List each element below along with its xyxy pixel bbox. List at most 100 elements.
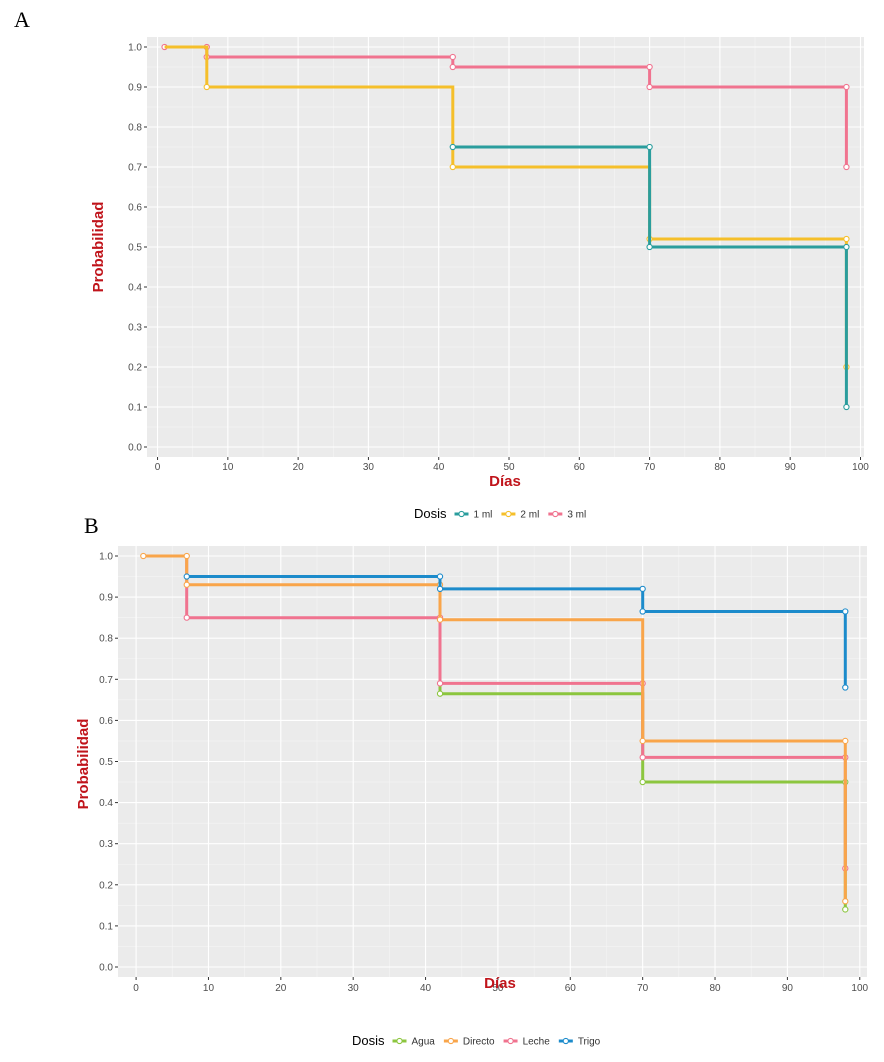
y-axis-title: Probabilidad: [90, 202, 107, 293]
y-axis-title: Probabilidad: [75, 719, 92, 810]
censor-marker-leche: [183, 614, 190, 621]
legend-label-2-ml: 2 ml: [520, 510, 539, 521]
censor-marker-3-ml: [843, 163, 850, 171]
x-tick-label: 80: [714, 462, 726, 473]
y-tick-label: 0.2: [128, 363, 142, 374]
legend-key-marker-trigo: [562, 1037, 569, 1045]
censor-marker-2-ml: [449, 163, 456, 171]
legend-key-marker-2-ml: [505, 510, 512, 518]
legend-key-marker-1-ml: [458, 510, 465, 518]
y-tick-label: 0.1: [128, 403, 142, 414]
censor-marker-trigo: [436, 585, 444, 593]
censor-marker-leche: [436, 680, 444, 687]
y-tick-label: 0.6: [99, 716, 113, 727]
y-tick-label: 0.8: [99, 634, 113, 645]
x-tick-label: 30: [363, 462, 375, 473]
censor-marker-trigo: [842, 684, 849, 691]
x-tick-label: 40: [433, 462, 445, 473]
y-tick-label: 0.4: [99, 798, 113, 809]
y-tick-label: 0.3: [99, 839, 113, 850]
series-line-leche: [185, 556, 847, 869]
x-tick-label: 70: [637, 983, 649, 994]
censor-marker-3-ml: [646, 63, 653, 71]
x-tick-label: 0: [155, 462, 161, 473]
x-tick-label: 100: [852, 462, 869, 473]
y-tick-label: 0.4: [128, 283, 142, 294]
y-tick-label: 0.6: [128, 203, 142, 214]
censor-marker-3-ml: [646, 83, 653, 91]
y-tick-label: 0.1: [99, 921, 113, 932]
x-tick-label: 30: [348, 983, 360, 994]
censor-marker-directo: [183, 581, 190, 588]
chart-panel-b: B 0 10 20 30 40 50 60 70 80 90 100 0.0 0.1 0.2 0.3 0.4 0.…: [75, 513, 869, 1048]
legend-key-marker-3-ml: [552, 510, 559, 518]
x-axis-title: Días: [484, 975, 516, 992]
censor-marker-2-ml: [203, 83, 210, 91]
y-tick-label: 0.7: [128, 163, 142, 174]
x-tick-label: 20: [293, 462, 305, 473]
x-tick-label: 50: [503, 462, 515, 473]
legend-label-trigo: Trigo: [578, 1037, 601, 1048]
y-tick-label: 0.8: [128, 123, 142, 134]
legend-key-marker-agua: [396, 1037, 403, 1045]
y-tick-label: 0.5: [128, 243, 142, 254]
censor-marker-1-ml: [646, 143, 653, 151]
censor-marker-1-ml: [843, 243, 850, 251]
legend-label-directo: Directo: [463, 1037, 495, 1048]
censor-marker-directo: [842, 737, 849, 745]
x-axis-title: Días: [489, 473, 521, 490]
legend-key-marker-leche: [507, 1037, 514, 1045]
legend: Dosis Agua Directo Leche Trigo: [352, 1033, 601, 1048]
x-tick-label: 100: [851, 983, 868, 994]
y-tick-label: 0.7: [99, 675, 113, 686]
y-tick-label: 0.0: [99, 963, 113, 974]
legend-title: Dosis: [352, 1033, 385, 1048]
x-tick-label: 20: [275, 983, 287, 994]
censor-marker-agua: [842, 906, 849, 913]
y-tick-label: 1.0: [128, 43, 142, 54]
legend-label-leche: Leche: [523, 1037, 551, 1048]
x-tick-label: 60: [565, 983, 577, 994]
legend: Dosis 1 ml 2 ml 3 ml: [414, 506, 586, 521]
x-tick-label: 90: [782, 983, 794, 994]
censor-marker-agua: [436, 690, 444, 697]
censor-marker-1-ml: [449, 143, 456, 151]
censor-marker-trigo: [639, 585, 646, 593]
x-tick-label: 60: [574, 462, 586, 473]
censor-marker-3-ml: [449, 53, 456, 61]
y-tick-label: 1.0: [99, 552, 113, 563]
legend-label-1-ml: 1 ml: [474, 510, 493, 521]
censor-marker-1-ml: [843, 403, 850, 411]
chart-panel-a: A 0 10 20 30 40 50 60 70 80 90 100 0.0 0.1 0.2 0.3 0.4 0.…: [14, 7, 869, 521]
panel-letter: B: [84, 513, 99, 538]
y-tick-label: 0.2: [99, 880, 113, 891]
x-tick-label: 90: [785, 462, 797, 473]
censor-marker-directo: [436, 616, 444, 623]
censor-marker-directo: [639, 737, 646, 745]
censor-marker-1-ml: [646, 243, 653, 251]
x-tick-label: 80: [709, 983, 721, 994]
censor-marker-directo: [183, 552, 190, 560]
x-tick-label: 70: [644, 462, 656, 473]
censor-marker-trigo: [639, 608, 646, 615]
x-tick-label: 40: [420, 983, 432, 994]
censor-marker-3-ml: [843, 83, 850, 91]
censor-marker-3-ml: [449, 63, 456, 71]
y-tick-label: 0.9: [99, 593, 113, 604]
censor-marker-trigo: [842, 608, 849, 615]
legend-label-3-ml: 3 ml: [567, 510, 586, 521]
censor-marker-directo: [842, 898, 849, 905]
legend-key-marker-directo: [447, 1037, 455, 1045]
x-tick-label: 10: [203, 983, 215, 994]
legend-label-agua: Agua: [412, 1037, 436, 1048]
y-tick-label: 0.0: [128, 443, 142, 454]
censor-marker-agua: [639, 778, 646, 786]
censor-marker-trigo: [183, 573, 190, 580]
censor-marker-leche: [639, 754, 646, 761]
x-tick-label: 10: [222, 462, 234, 473]
censor-marker-trigo: [436, 573, 444, 580]
y-tick-label: 0.3: [128, 323, 142, 334]
y-tick-label: 0.9: [128, 83, 142, 94]
censor-marker-directo: [140, 552, 147, 560]
